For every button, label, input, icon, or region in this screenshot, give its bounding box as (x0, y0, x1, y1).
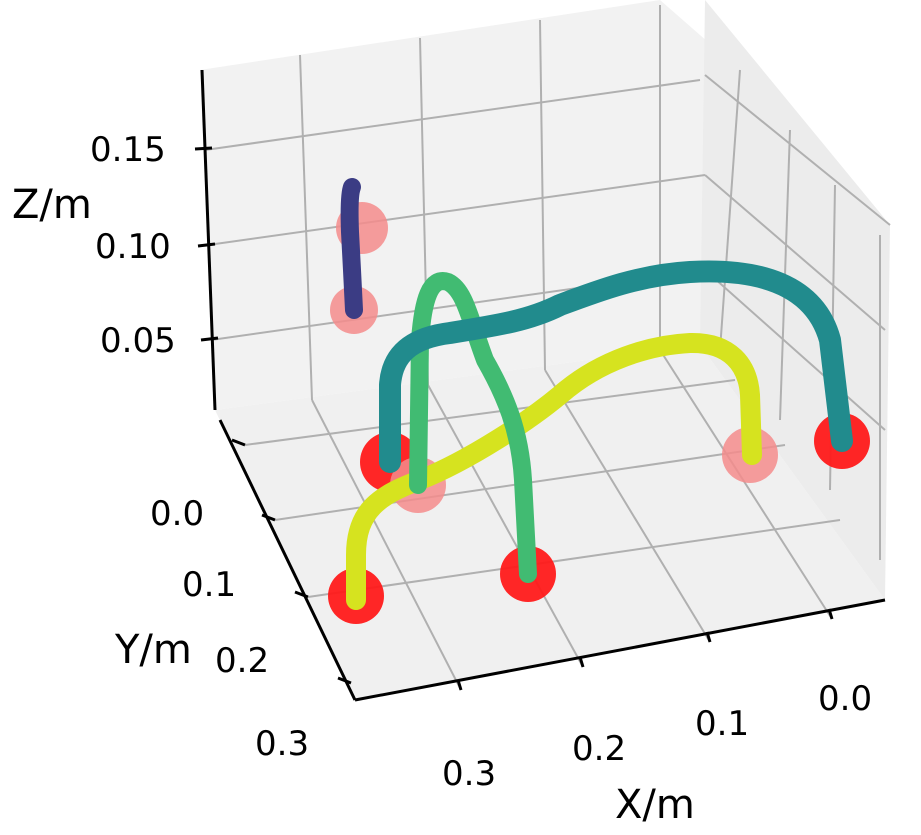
grid-line (204, 79, 701, 151)
trajectory-curve (346, 333, 762, 610)
grid-line (659, 349, 833, 620)
y-tick-label-4: 0.3 (255, 724, 309, 764)
trajectory-curve (379, 260, 853, 473)
x-axis-label: X/m (615, 782, 695, 828)
x-tick-label-4: 0.3 (442, 754, 496, 794)
x-tick-label-3: 0.2 (572, 729, 626, 769)
z-tick-label-1: 0.15 (90, 130, 166, 170)
x-axis-line (354, 598, 886, 702)
y-tick-label-1: 0.0 (150, 494, 204, 534)
trajectory-curve (409, 272, 537, 583)
grid-line (299, 54, 313, 401)
grid-line (311, 399, 462, 691)
x-tick-label-1: 0.0 (818, 679, 872, 719)
grid-line (427, 384, 584, 668)
grid-line (704, 74, 891, 226)
grid-line (244, 379, 736, 446)
trajectory-curve (340, 178, 363, 319)
x-tick-label-2: 0.1 (695, 704, 749, 744)
tick-marks (194, 146, 834, 691)
z-axis-line (200, 69, 217, 411)
y-axis-line (218, 419, 357, 701)
grid-line (704, 174, 886, 331)
y-axis-label: Y/m (114, 627, 192, 673)
grid-line (704, 269, 886, 431)
z-tick-label-3: 0.05 (100, 321, 176, 361)
z-axis-label: Z/m (12, 182, 92, 228)
grid-line (207, 174, 706, 246)
curve-layer (340, 178, 853, 610)
y-tick-label-2: 0.1 (182, 565, 236, 605)
grid-line (719, 69, 741, 351)
grid-line (307, 519, 841, 598)
z-tick-label-2: 0.10 (95, 227, 171, 267)
grid-line (544, 369, 711, 643)
y-tick-label-3: 0.2 (215, 641, 269, 681)
